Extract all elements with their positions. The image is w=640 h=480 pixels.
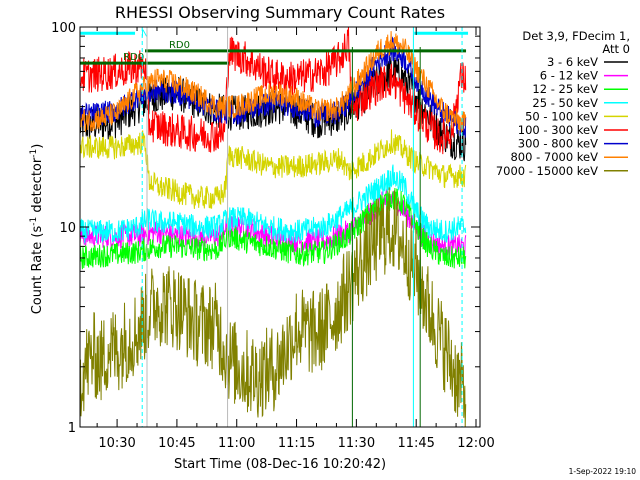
x-tick-label: 12:00	[457, 436, 494, 451]
y-axis-label: Count Rate (s-1 detector-1)	[29, 144, 45, 315]
legend-label: 12 - 25 keV	[532, 82, 598, 96]
marker-label: N	[141, 28, 148, 39]
marker-label: RD0	[123, 52, 144, 63]
legend-header-line1: Det 3,9, FDecim 1,	[522, 29, 630, 43]
series-line	[79, 31, 467, 133]
x-tick-label: 11:30	[338, 436, 375, 451]
y-axis-label-end: )	[30, 144, 45, 149]
x-tick-label: 10:30	[98, 436, 135, 451]
legend-header-line2: Att 0	[602, 42, 630, 56]
y-axis-label-sup1: -1	[29, 217, 39, 226]
y-axis-label-mid: detector	[30, 157, 45, 217]
x-tick-label: 11:00	[218, 436, 255, 451]
legend-label: 300 - 800 keV	[518, 137, 598, 151]
y-tick-label: 1	[68, 421, 76, 436]
legend-label: 3 - 6 keV	[547, 55, 598, 69]
series-line	[79, 187, 467, 270]
legend-label: 6 - 12 keV	[540, 69, 598, 83]
vline-layer	[141, 27, 463, 427]
x-axis: 10:30 10:45 11:00 11:15 11:30 11:45 12:00	[96, 27, 495, 451]
legend-label: 800 - 7000 keV	[510, 150, 598, 164]
series-line	[79, 164, 467, 244]
series-line	[79, 187, 467, 428]
x-tick-label: 11:45	[397, 436, 434, 451]
footer-timestamp: 1-Sep-2022 19:10	[569, 467, 637, 476]
series-line	[79, 129, 467, 209]
marker-layer: N RD0 RD0	[80, 28, 469, 65]
y-axis: 1 10 100	[51, 21, 480, 436]
y-axis-label-sup2: -1	[29, 149, 39, 158]
legend-label: 50 - 100 keV	[525, 109, 598, 123]
y-axis-label-main: Count Rate (s	[30, 226, 45, 315]
x-axis-label: Start Time (08-Dec-16 10:20:42)	[174, 457, 386, 472]
chart-title: RHESSI Observing Summary Count Rates	[115, 3, 445, 22]
legend-label: 100 - 300 keV	[518, 123, 598, 137]
marker-label: RD0	[169, 40, 190, 51]
y-tick-label: 10	[59, 221, 76, 236]
series-layer	[79, 26, 467, 428]
legend-label: 25 - 50 keV	[532, 96, 598, 110]
x-tick-label: 10:45	[158, 436, 195, 451]
x-tick-label: 11:15	[278, 436, 315, 451]
series-line	[79, 26, 467, 155]
y-tick-label: 100	[51, 21, 76, 36]
series-line	[79, 56, 467, 162]
legend-label: 7000 - 15000 keV	[496, 164, 598, 178]
